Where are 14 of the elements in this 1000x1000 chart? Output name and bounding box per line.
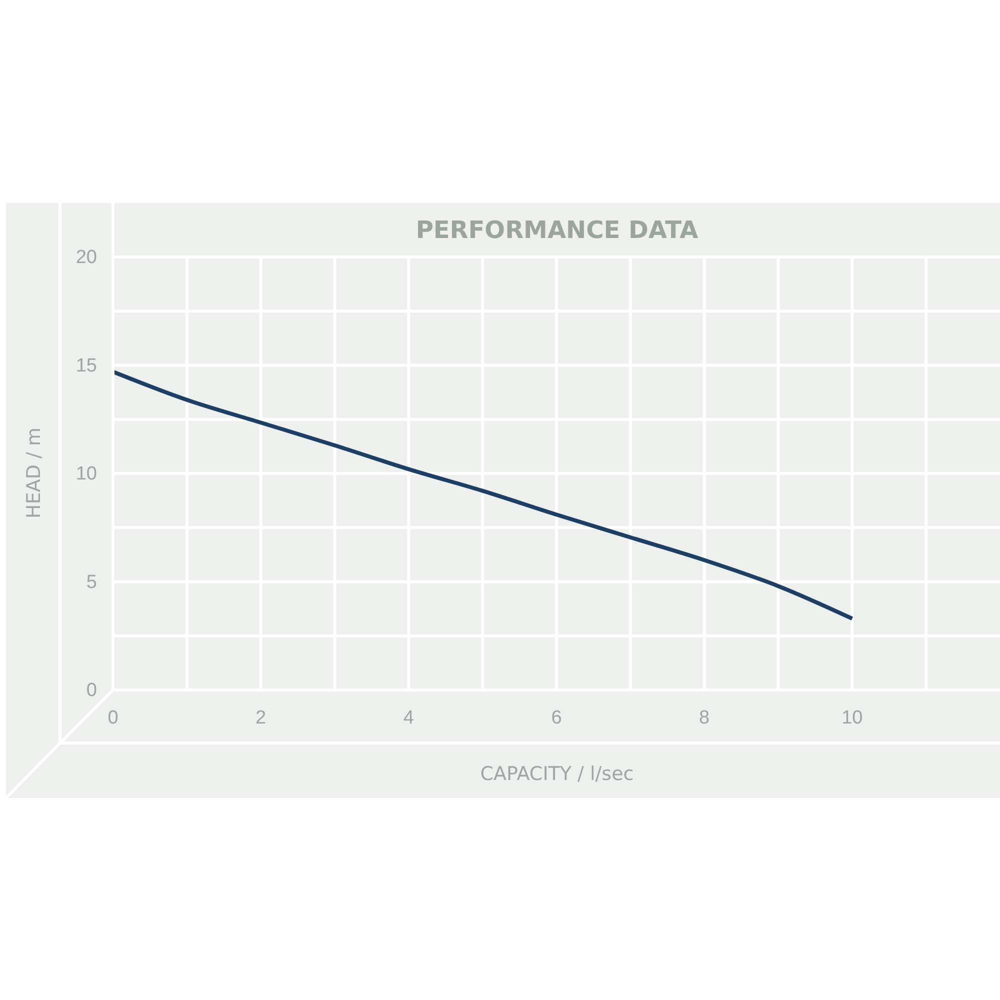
x-tick-label: 10: [842, 707, 863, 728]
x-tick-label: 6: [551, 707, 562, 728]
chart-title: PERFORMANCE DATA: [416, 216, 699, 244]
x-axis-title: CAPACITY / l/sec: [480, 763, 634, 785]
x-tick-label: 0: [108, 707, 118, 728]
x-tick-label: 8: [699, 707, 710, 728]
y-tick-label: 20: [76, 247, 97, 268]
y-tick-label: 5: [86, 572, 97, 593]
y-tick-label: 10: [76, 464, 97, 485]
x-tick-label: 4: [403, 707, 414, 728]
x-tick-label: 2: [256, 707, 266, 728]
y-tick-label: 15: [76, 355, 97, 376]
y-axis-title: HEAD / m: [23, 428, 45, 518]
y-tick-label: 0: [86, 680, 97, 702]
